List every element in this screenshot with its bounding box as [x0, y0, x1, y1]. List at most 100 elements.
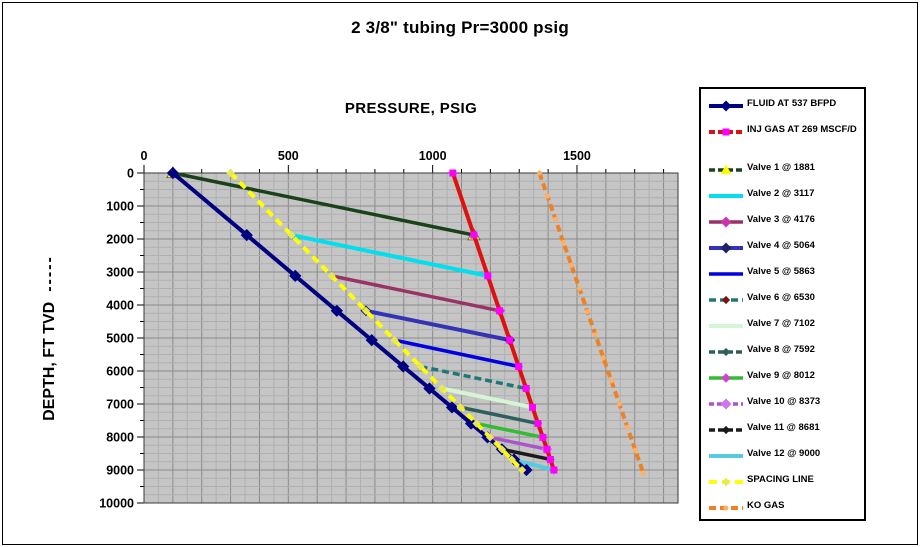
y-tick-label: 9000 — [106, 464, 134, 478]
diamond-marker — [520, 463, 533, 477]
legend-item: Valve 12 @ 9000 — [708, 448, 862, 474]
legend-label: Valve 4 @ 5064 — [747, 240, 815, 251]
diamond-marker — [721, 477, 731, 487]
legend-swatch — [709, 216, 743, 228]
series-line — [291, 233, 489, 278]
y-tick-label: 6000 — [106, 365, 134, 379]
circle-marker — [600, 355, 606, 361]
legend-item: FLUID AT 537 BFPD — [708, 98, 862, 124]
circle-marker — [608, 378, 614, 384]
legend-swatch — [709, 425, 743, 435]
circle-marker — [576, 286, 582, 291]
triangle-marker — [720, 164, 732, 175]
diamond-marker — [240, 228, 253, 242]
square-marker — [506, 336, 514, 344]
diamond-marker — [445, 401, 459, 414]
legend-item: SPACING LINE — [708, 474, 862, 500]
diamond-marker — [166, 166, 179, 180]
x-axis-title: PRESSURE, PSIG — [344, 100, 478, 117]
y-tick-label: 10000 — [99, 497, 134, 511]
legend-item: Valve 6 @ 6530 — [708, 292, 862, 318]
diamond-marker — [721, 347, 731, 357]
series-spacing-line — [226, 168, 527, 475]
circle-marker — [632, 447, 638, 453]
legend-swatch — [709, 128, 743, 136]
legend-label: Valve 8 @ 7592 — [747, 344, 815, 355]
circle-marker — [544, 193, 550, 199]
y-tick-label: 2000 — [106, 233, 134, 247]
circle-marker — [568, 262, 574, 268]
x-tick-label: 500 — [278, 149, 299, 163]
square-marker — [546, 455, 554, 463]
series-line — [331, 274, 500, 313]
series-line — [441, 386, 533, 410]
legend-swatch — [709, 477, 743, 487]
legend-label: Valve 7 @ 7102 — [747, 318, 815, 329]
y-tick-label: 5000 — [106, 332, 134, 346]
legend-swatch — [709, 454, 743, 458]
square-marker — [550, 466, 558, 474]
diamond-marker — [327, 271, 336, 280]
circle-marker — [536, 170, 542, 176]
diamond-marker — [507, 455, 516, 464]
legend-label: INJ GAS AT 269 MSCF/D — [747, 124, 857, 135]
diamond-marker — [486, 433, 495, 442]
legend-swatch — [709, 373, 743, 383]
circle-marker — [560, 239, 566, 245]
y-tick-label: 0 — [127, 167, 134, 181]
legend-item: INJ GAS AT 269 MSCF/D — [708, 124, 862, 162]
series-line — [365, 308, 511, 343]
diamond-marker — [361, 306, 371, 315]
legend-label: Valve 10 @ 8373 — [747, 396, 821, 407]
grid — [144, 173, 678, 503]
series-line — [537, 172, 646, 474]
legend-label: Valve 2 @ 3117 — [747, 188, 815, 199]
plot-outline — [143, 172, 679, 504]
diamond-marker — [720, 242, 732, 254]
diamond-marker — [416, 362, 425, 371]
legend-item: Valve 9 @ 8012 — [708, 370, 862, 396]
series-line — [501, 447, 551, 462]
diamond-marker — [438, 384, 447, 393]
diamond-marker — [472, 419, 481, 428]
legend-item: Valve 1 @ 1881 — [708, 162, 862, 188]
legend-item: Valve 5 @ 5863 — [708, 266, 862, 292]
legend-swatch — [709, 295, 743, 305]
square-marker — [539, 433, 547, 441]
legend-item: Valve 2 @ 3117 — [708, 188, 862, 214]
diamond-marker — [397, 360, 410, 373]
y-tick-label: 4000 — [106, 299, 134, 313]
x-tick-label: 0 — [141, 149, 148, 163]
chart-title: 2 3/8" tubing Pr=3000 psig — [351, 18, 569, 37]
square-marker — [449, 169, 457, 177]
diamond-marker — [721, 425, 731, 435]
diamond-marker — [287, 230, 296, 240]
y-tick-label: 8000 — [106, 431, 134, 445]
series-ko-gas — [536, 170, 646, 476]
diamond-marker — [365, 333, 378, 347]
legend-item: KO GAS — [708, 500, 862, 519]
legend-item: Valve 8 @ 7592 — [708, 344, 862, 370]
legend-swatch — [709, 324, 743, 328]
legend-swatch — [709, 242, 743, 254]
square-marker — [543, 445, 551, 453]
square-marker — [529, 403, 537, 411]
legend-item: Valve 11 @ 8681 — [708, 422, 862, 448]
y-tick-label: 3000 — [106, 266, 134, 280]
diamond-marker — [518, 465, 527, 475]
square-marker — [522, 384, 530, 392]
circle-marker — [723, 505, 729, 511]
circle-marker — [624, 424, 630, 430]
legend-label: Valve 3 @ 4176 — [747, 214, 815, 225]
legend-item: Valve 4 @ 5064 — [708, 240, 862, 266]
square-marker — [484, 272, 492, 280]
legend-swatch — [709, 347, 743, 357]
circle-marker — [592, 332, 598, 338]
legend-box: FLUID AT 537 BFPD INJ GAS AT 269 MSCF/D Va… — [699, 87, 866, 521]
diamond-marker — [226, 168, 235, 178]
square-marker — [470, 231, 478, 239]
legend-swatch — [709, 100, 743, 112]
axes: 0 500 1000 1500 0 1000 2000 3000 4000 5000 6000 700… — [99, 149, 665, 511]
